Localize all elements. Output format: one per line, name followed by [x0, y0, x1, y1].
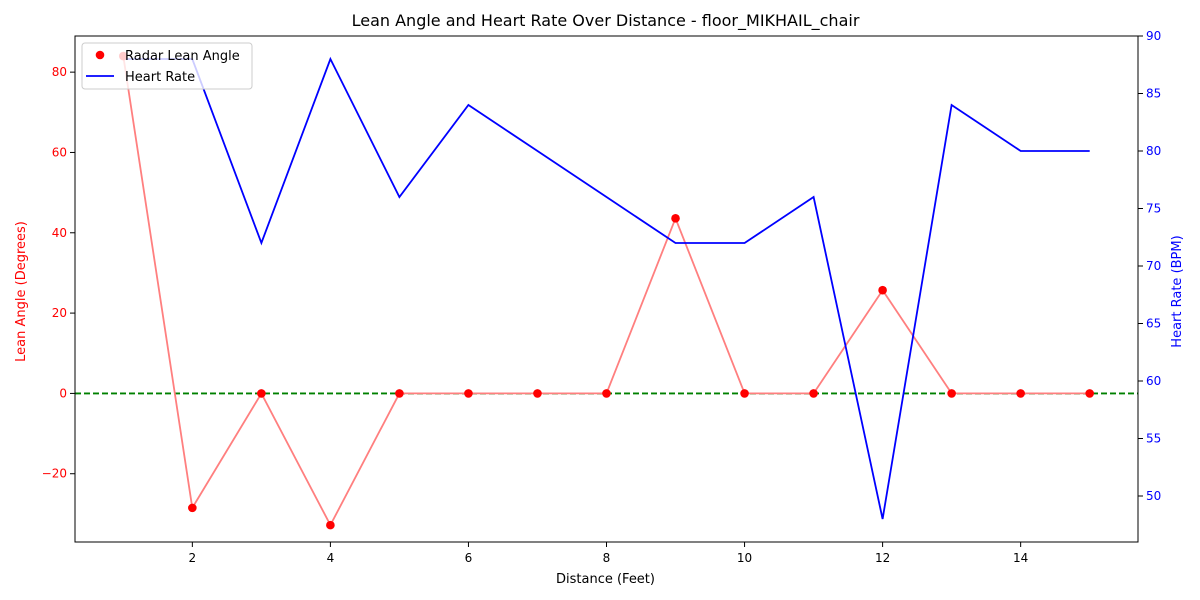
legend-label-heart-rate: Heart Rate — [125, 70, 195, 85]
chart-title: Lean Angle and Heart Rate Over Distance … — [352, 11, 860, 31]
lean-angle-point — [464, 389, 473, 398]
left-y-tick-label: 60 — [52, 145, 67, 159]
lean-angle-point — [1016, 389, 1025, 398]
plot-frame — [74, 35, 1139, 543]
lean-angle-point — [671, 214, 680, 223]
x-tick-label: 2 — [189, 551, 197, 565]
legend: Radar Lean Angle Heart Rate — [81, 42, 253, 90]
right-y-tick-label: 90 — [1146, 29, 1161, 43]
right-y-tick-label: 85 — [1146, 87, 1161, 101]
lean-angle-point — [878, 285, 887, 295]
x-tick-label: 10 — [737, 551, 752, 565]
lean-angle-point — [809, 389, 818, 398]
left-y-tick-label: 40 — [52, 226, 67, 240]
lean-angle-point — [947, 389, 956, 398]
left-y-axis-title: Lean Angle (Degrees) — [14, 221, 29, 362]
x-tick-label: 12 — [875, 551, 890, 565]
x-tick-label: 6 — [465, 551, 473, 565]
left-y-tick-label: 0 — [59, 386, 67, 400]
right-y-tick-label: 50 — [1146, 489, 1161, 503]
right-y-tick-label: 55 — [1146, 432, 1161, 446]
left-y-tick-label: −20 — [42, 467, 67, 481]
legend-marker-lean-angle — [95, 50, 105, 60]
x-tick-label: 4 — [327, 551, 335, 565]
lean-angle-point — [326, 520, 335, 530]
lean-angle-point — [1085, 389, 1094, 398]
lean-angle-line — [122, 55, 1090, 528]
right-y-tick-label: 75 — [1146, 202, 1161, 216]
lean-angle-point — [188, 503, 197, 513]
right-y-tick-label: 80 — [1146, 144, 1161, 158]
x-tick-label: 8 — [603, 551, 611, 565]
right-y-tick-label: 70 — [1146, 259, 1161, 273]
lean-angle-point — [395, 389, 404, 398]
legend-label-lean-angle: Radar Lean Angle — [125, 49, 240, 64]
right-y-axis-title: Heart Rate (BPM) — [1170, 235, 1185, 347]
lean-angle-point — [602, 389, 611, 398]
left-y-tick-label: 20 — [52, 306, 67, 320]
right-y-tick-label: 60 — [1146, 374, 1161, 388]
x-axis-title: Distance (Feet) — [556, 572, 655, 587]
heart-rate-line — [123, 56, 1090, 520]
right-y-tick-label: 65 — [1146, 317, 1161, 331]
x-tick-label: 14 — [1013, 551, 1028, 565]
lean-angle-point — [257, 389, 266, 398]
legend-box — [81, 42, 253, 90]
lean-angle-point — [533, 389, 542, 398]
left-y-tick-label: 80 — [52, 65, 67, 79]
lean-angle-point — [740, 389, 749, 398]
